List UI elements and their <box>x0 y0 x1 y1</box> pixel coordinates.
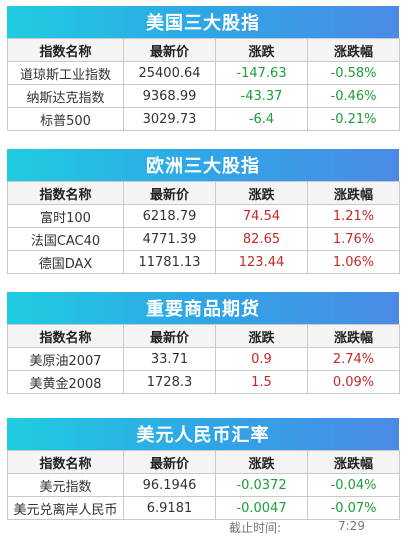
table-row: 道琼斯工业指数 25400.64 -147.63 -0.58% <box>7 61 400 85</box>
index-change: -0.0372 <box>215 473 308 497</box>
section-title: 美元人民币汇率 <box>7 418 399 450</box>
table-header-row: 指数名称 最新价 涨跌 涨跌幅 <box>7 450 400 474</box>
col-header-pct: 涨跌幅 <box>307 450 400 474</box>
index-pct: -0.58% <box>307 61 400 85</box>
index-name: 德国DAX <box>7 250 124 274</box>
col-header-price: 最新价 <box>123 38 216 62</box>
index-change: 123.44 <box>215 250 308 274</box>
index-pct: -0.21% <box>307 107 400 131</box>
col-header-change: 涨跌 <box>215 181 308 205</box>
table-row: 标普500 3029.73 -6.4 -0.21% <box>7 107 400 131</box>
table-header-row: 指数名称 最新价 涨跌 涨跌幅 <box>7 181 400 205</box>
index-pct: -0.04% <box>307 473 400 497</box>
index-price: 1728.3 <box>123 370 216 394</box>
update-time-label: 截止时间: <box>229 521 282 535</box>
section-eu-indices: 欧洲三大股指 指数名称 最新价 涨跌 涨跌幅 富时100 6218.79 74.… <box>7 149 400 274</box>
index-name: 标普500 <box>7 107 124 131</box>
section-title: 欧洲三大股指 <box>7 149 399 181</box>
table-row: 德国DAX 11781.13 123.44 1.06% <box>7 250 400 274</box>
table-header-row: 指数名称 最新价 涨跌 涨跌幅 <box>7 324 400 348</box>
index-change: -0.0047 <box>215 496 308 520</box>
quote-table: 指数名称 最新价 涨跌 涨跌幅 美元指数 96.1946 -0.0372 -0.… <box>7 450 400 520</box>
table-row: 美原油2007 33.71 0.9 2.74% <box>7 347 400 371</box>
index-pct: -0.46% <box>307 84 400 108</box>
col-header-change: 涨跌 <box>215 324 308 348</box>
col-header-name: 指数名称 <box>7 324 124 348</box>
index-name: 美黄金2008 <box>7 370 124 394</box>
quote-table: 指数名称 最新价 涨跌 涨跌幅 富时100 6218.79 74.54 1.21… <box>7 181 400 274</box>
index-pct: 1.21% <box>307 204 400 228</box>
table-header-row: 指数名称 最新价 涨跌 涨跌幅 <box>7 38 400 62</box>
section-usd-cny: 美元人民币汇率 指数名称 最新价 涨跌 涨跌幅 美元指数 96.1946 -0.… <box>7 418 400 520</box>
quote-table: 指数名称 最新价 涨跌 涨跌幅 美原油2007 33.71 0.9 2.74% … <box>7 324 400 394</box>
index-price: 11781.13 <box>123 250 216 274</box>
index-pct: -0.07% <box>307 496 400 520</box>
section-us-indices: 美国三大股指 指数名称 最新价 涨跌 涨跌幅 道琼斯工业指数 25400.64 … <box>7 6 400 131</box>
index-price: 96.1946 <box>123 473 216 497</box>
index-name: 道琼斯工业指数 <box>7 61 124 85</box>
table-row: 纳斯达克指数 9368.99 -43.37 -0.46% <box>7 84 400 108</box>
update-time: 截止时间: 7:29 <box>0 519 409 539</box>
index-price: 6.9181 <box>123 496 216 520</box>
index-name: 美元指数 <box>7 473 124 497</box>
table-row: 法国CAC40 4771.39 82.65 1.76% <box>7 227 400 251</box>
index-name: 纳斯达克指数 <box>7 84 124 108</box>
index-name: 美原油2007 <box>7 347 124 371</box>
index-name: 美元兑离岸人民币 <box>7 496 124 520</box>
col-header-pct: 涨跌幅 <box>307 181 400 205</box>
index-pct: 2.74% <box>307 347 400 371</box>
col-header-price: 最新价 <box>123 324 216 348</box>
table-row: 美黄金2008 1728.3 1.5 0.09% <box>7 370 400 394</box>
index-name: 富时100 <box>7 204 124 228</box>
table-row: 美元指数 96.1946 -0.0372 -0.04% <box>7 473 400 497</box>
index-change: 0.9 <box>215 347 308 371</box>
index-pct: 0.09% <box>307 370 400 394</box>
col-header-name: 指数名称 <box>7 38 124 62</box>
index-change: -43.37 <box>215 84 308 108</box>
index-price: 9368.99 <box>123 84 216 108</box>
index-price: 4771.39 <box>123 227 216 251</box>
index-name: 法国CAC40 <box>7 227 124 251</box>
index-price: 3029.73 <box>123 107 216 131</box>
section-commodities: 重要商品期货 指数名称 最新价 涨跌 涨跌幅 美原油2007 33.71 0.9… <box>7 292 400 394</box>
quote-table: 指数名称 最新价 涨跌 涨跌幅 道琼斯工业指数 25400.64 -147.63… <box>7 38 400 131</box>
index-change: 1.5 <box>215 370 308 394</box>
index-price: 25400.64 <box>123 61 216 85</box>
section-title: 重要商品期货 <box>7 292 399 324</box>
col-header-change: 涨跌 <box>215 38 308 62</box>
index-change: -147.63 <box>215 61 308 85</box>
update-time-value: 7:29 <box>338 519 365 533</box>
col-header-pct: 涨跌幅 <box>307 324 400 348</box>
section-title: 美国三大股指 <box>7 6 399 38</box>
col-header-price: 最新价 <box>123 181 216 205</box>
index-price: 33.71 <box>123 347 216 371</box>
index-price: 6218.79 <box>123 204 216 228</box>
index-pct: 1.06% <box>307 250 400 274</box>
col-header-change: 涨跌 <box>215 450 308 474</box>
index-change: -6.4 <box>215 107 308 131</box>
index-pct: 1.76% <box>307 227 400 251</box>
col-header-name: 指数名称 <box>7 181 124 205</box>
col-header-name: 指数名称 <box>7 450 124 474</box>
col-header-price: 最新价 <box>123 450 216 474</box>
col-header-pct: 涨跌幅 <box>307 38 400 62</box>
index-change: 74.54 <box>215 204 308 228</box>
table-row: 富时100 6218.79 74.54 1.21% <box>7 204 400 228</box>
index-change: 82.65 <box>215 227 308 251</box>
table-row: 美元兑离岸人民币 6.9181 -0.0047 -0.07% <box>7 496 400 520</box>
